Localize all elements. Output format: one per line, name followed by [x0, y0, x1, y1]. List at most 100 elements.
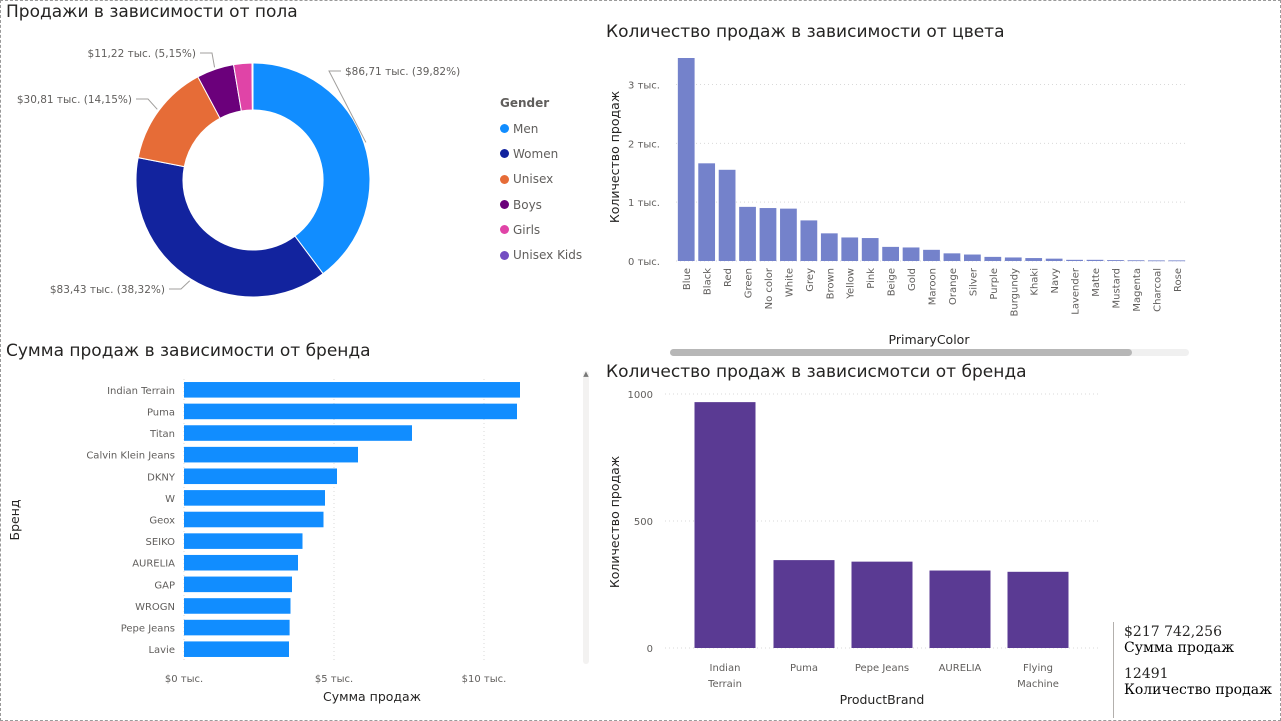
bar-red[interactable]: [718, 169, 736, 261]
x-tick-label: Beige: [887, 268, 898, 296]
bar-indian-terrain[interactable]: [184, 382, 520, 398]
x-tick-label: AURELIA: [939, 663, 982, 674]
bar-maroon[interactable]: [923, 249, 940, 261]
brand-sum-bar-chart[interactable]: $0 тыс. $5 тыс. $10 тыс. Indian Terrain Puma…: [7, 379, 520, 704]
donut-data-label: $11,22 тыс. (5,15%): [88, 48, 196, 60]
bar-puma[interactable]: [773, 560, 835, 648]
bar-flying-machine[interactable]: [1007, 571, 1069, 648]
bar-rose[interactable]: [1168, 260, 1186, 262]
brand-sum-vertical-scrollbar[interactable]: ▲: [583, 371, 589, 664]
bar-navy[interactable]: [1045, 258, 1063, 261]
bar-geox[interactable]: [184, 511, 324, 528]
x-tick-label: Khaki: [1030, 268, 1041, 296]
bar-aurelia[interactable]: [184, 554, 298, 571]
y-tick-label: Puma: [147, 407, 175, 418]
x-tick-label: Orange: [948, 268, 959, 305]
legend-item-men[interactable]: Men: [500, 116, 582, 141]
y-tick-label: Pepe Jeans: [121, 624, 175, 635]
bar-titan[interactable]: [184, 425, 412, 441]
x-tick-label: Brown: [825, 268, 836, 299]
x-tick-label: No color: [764, 267, 775, 309]
color-chart-horizontal-scrollbar[interactable]: [670, 349, 1189, 356]
bar-wrogn[interactable]: [184, 598, 291, 614]
legend-item-boys[interactable]: Boys: [500, 192, 582, 217]
x-tick-label: Blue: [682, 268, 693, 290]
kpi-panel: $217 742,256 Сумма продаж 12491 Количест…: [1113, 622, 1280, 718]
gender-legend: Gender Men Women Unisex Boys Girls Unisex Kid…: [500, 96, 582, 268]
bar-brown[interactable]: [820, 233, 838, 261]
bar-charcoal[interactable]: [1147, 260, 1165, 262]
bar-w[interactable]: [184, 490, 325, 506]
y-tick-label: 3 тыс.: [628, 80, 660, 91]
x-tick-label: Black: [703, 268, 714, 295]
bar-pink[interactable]: [861, 238, 879, 261]
bar-gap[interactable]: [184, 576, 292, 593]
bar-silver[interactable]: [963, 254, 981, 261]
color-bar-chart[interactable]: 0 тыс. 1 тыс. 2 тыс. 3 тыс. Blue Black Red Gree…: [607, 58, 1187, 347]
y-tick-label: 500: [634, 517, 653, 528]
y-tick-label: Calvin Klein Jeans: [86, 451, 175, 462]
bar-yellow[interactable]: [841, 237, 859, 261]
legend-label: Boys: [513, 197, 542, 212]
bar-purple[interactable]: [984, 256, 1002, 261]
legend-label: Girls: [513, 222, 541, 237]
y-axis-title: Количество продаж: [607, 456, 622, 588]
color-chart-title: Количество продаж в зависимости от цвета: [606, 22, 1005, 42]
gender-donut-chart[interactable]: $86,71 тыс. (39,82%) $83,43 тыс. (38,32%)…: [17, 48, 460, 298]
bar-white[interactable]: [780, 208, 797, 261]
y-tick-label: 2 тыс.: [628, 139, 660, 150]
bar-dkny[interactable]: [184, 468, 337, 485]
y-tick-label: 0 тыс.: [628, 257, 660, 268]
x-tick-label: Gold: [907, 268, 918, 291]
bar-aurelia[interactable]: [929, 570, 991, 648]
donut-slice-unisex-kids[interactable]: [251, 62, 254, 111]
x-axis-title: Сумма продаж: [323, 689, 421, 704]
donut-slice-women[interactable]: [135, 157, 324, 298]
bar-magenta[interactable]: [1127, 260, 1145, 262]
bar-seiko[interactable]: [184, 533, 303, 549]
donut-slice-men[interactable]: [252, 62, 371, 275]
x-tick-label: Charcoal: [1152, 268, 1163, 312]
x-tick-label: Lavender: [1071, 267, 1082, 315]
bar-mustard[interactable]: [1107, 260, 1124, 261]
legend-item-unisex[interactable]: Unisex: [500, 167, 582, 192]
x-tick-label: $5 тыс.: [315, 674, 353, 685]
x-tick-label: Flying: [1023, 663, 1053, 674]
bar-calvin-klein-jeans[interactable]: [184, 446, 358, 463]
bar-burgundy[interactable]: [1004, 257, 1022, 261]
bar-pepe-jeans[interactable]: [184, 619, 290, 636]
y-tick-label: 1 тыс.: [628, 198, 660, 209]
bar-pepe-jeans[interactable]: [851, 561, 913, 648]
bar-gold[interactable]: [902, 247, 920, 261]
bar-beige[interactable]: [882, 246, 900, 261]
bar-khaki[interactable]: [1025, 258, 1043, 261]
x-tick-label: Navy: [1050, 268, 1061, 294]
y-tick-label: DKNY: [147, 472, 176, 483]
bar-indian-terrain[interactable]: [694, 402, 756, 648]
scrollbar-thumb[interactable]: [670, 349, 1132, 356]
legend-item-girls[interactable]: Girls: [500, 217, 582, 242]
y-tick-label: W: [165, 494, 175, 505]
y-tick-label: WROGN: [135, 602, 175, 613]
donut-data-label: $86,71 тыс. (39,82%): [345, 66, 460, 78]
y-axis-title: Бренд: [7, 499, 22, 540]
legend-label: Women: [513, 146, 559, 161]
brand-count-bar-chart[interactable]: 0 500 1000 Indian Terrain Puma Pepe Jeans AUREL…: [607, 390, 1100, 707]
scroll-up-icon[interactable]: ▲: [583, 370, 589, 378]
legend-item-women[interactable]: Women: [500, 141, 582, 166]
bar-no-color[interactable]: [759, 208, 777, 261]
y-tick-label: Titan: [149, 429, 175, 440]
x-tick-label: Magenta: [1132, 268, 1143, 312]
bar-lavie[interactable]: [184, 641, 289, 657]
bar-orange[interactable]: [943, 253, 961, 261]
bar-blue[interactable]: [677, 58, 695, 261]
bar-green[interactable]: [739, 206, 756, 261]
legend-item-unisex-kids[interactable]: Unisex Kids: [500, 242, 582, 267]
bar-black[interactable]: [698, 163, 716, 261]
bar-grey[interactable]: [800, 220, 818, 261]
x-axis-title: PrimaryColor: [889, 332, 971, 347]
bar-puma[interactable]: [184, 403, 517, 420]
bar-lavender[interactable]: [1066, 259, 1083, 261]
x-tick-label: Burgundy: [1009, 268, 1020, 317]
bar-matte[interactable]: [1086, 259, 1104, 261]
